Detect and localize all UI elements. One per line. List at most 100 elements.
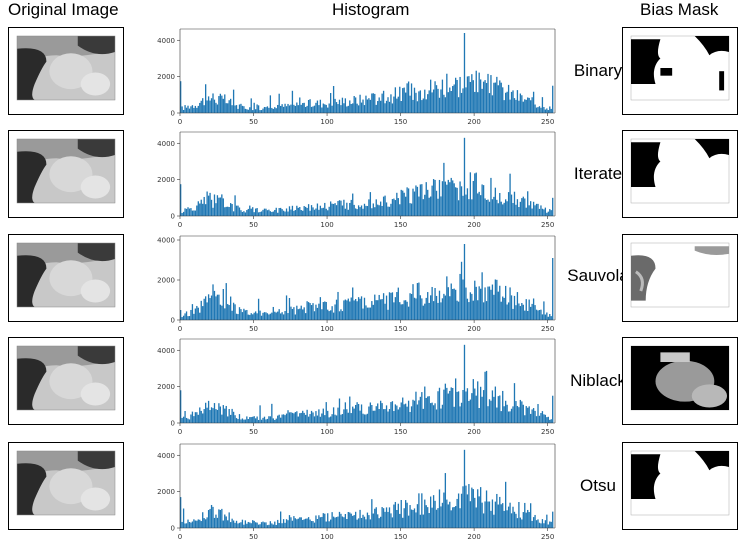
histogram-bar [444, 181, 447, 216]
histogram-bar [481, 396, 483, 423]
histogram-bar [391, 401, 394, 423]
histogram-bar [316, 307, 319, 320]
histogram-bar [374, 93, 376, 113]
histogram-bar [430, 196, 432, 216]
histogram-bar [188, 316, 191, 320]
histogram-bar [316, 519, 319, 528]
histogram-bar [235, 418, 238, 423]
histogram-bar [212, 284, 214, 320]
histogram-bar [365, 305, 367, 320]
histogram-bar [421, 493, 423, 528]
histogram-bar [306, 207, 308, 216]
histogram-bar [319, 416, 322, 423]
histogram-bar [491, 199, 494, 216]
histogram-bar [313, 209, 316, 216]
histogram-bar [412, 99, 414, 113]
histogram-bar [250, 417, 252, 423]
histogram-bar [496, 493, 498, 528]
histogram-bar [522, 196, 524, 216]
x-tick-label: 0 [178, 428, 182, 436]
histogram-bar [353, 515, 355, 528]
histogram-bar [466, 188, 469, 216]
histogram-bar [331, 414, 333, 423]
histogram-bar [353, 204, 355, 216]
histogram-bar [225, 516, 227, 528]
histogram-bar [435, 409, 438, 423]
histogram-bar [234, 195, 236, 216]
histogram-bar [366, 99, 369, 113]
histogram-bar [547, 416, 549, 423]
histogram-bar [227, 520, 229, 528]
histogram-bar [438, 290, 441, 320]
histogram-bar [209, 298, 211, 320]
histogram-bar [235, 205, 238, 216]
histogram-bar [313, 311, 316, 320]
histogram-bar [546, 108, 548, 113]
histogram-bar [312, 303, 314, 320]
histogram-bar [302, 309, 304, 320]
histogram-bar [181, 213, 183, 216]
histogram-bar [435, 295, 438, 320]
histogram-bar [203, 409, 205, 423]
histogram-bar [535, 203, 538, 216]
histogram-bar [255, 208, 257, 216]
histogram-bar [249, 522, 251, 528]
histogram-bar [228, 100, 230, 113]
histogram-bar [318, 209, 320, 216]
histogram-bar [384, 409, 386, 423]
histogram-bar [352, 287, 354, 320]
histogram-bar [325, 301, 327, 320]
histogram-bar [362, 208, 364, 216]
histogram-bar [281, 209, 283, 216]
histogram-bar [324, 301, 326, 320]
histogram-bar [231, 105, 233, 113]
histogram-bar [296, 205, 298, 216]
histogram-bar [232, 211, 235, 216]
histogram-bar [194, 105, 197, 113]
y-tick-label: 0 [171, 110, 175, 118]
histogram-bar [337, 104, 339, 113]
histogram-bar [477, 300, 479, 320]
histogram-bar [360, 517, 363, 528]
histogram-bar [234, 522, 236, 528]
histogram-bar [299, 207, 301, 216]
histogram-bar [515, 99, 517, 113]
histogram-bar [424, 194, 426, 216]
histogram-bar [530, 100, 532, 113]
histogram-bar [331, 512, 333, 528]
histogram-bar [513, 511, 516, 528]
histogram-bar [505, 92, 507, 113]
method-label: Otsu [580, 476, 616, 495]
histogram-bar [284, 522, 286, 528]
histogram-bar [544, 314, 547, 320]
histogram-bar [406, 187, 408, 216]
histogram-bar [499, 496, 501, 528]
x-tick-label: 150 [394, 221, 407, 229]
histogram-bar [309, 99, 311, 113]
histogram-bar [449, 182, 451, 216]
histogram-bar [477, 193, 479, 216]
histogram-bar [212, 408, 214, 423]
histogram-bar [191, 304, 194, 320]
histogram-bar [271, 312, 273, 320]
histogram-bar [265, 522, 267, 528]
histogram-bar [219, 304, 222, 320]
histogram-bar [441, 502, 444, 528]
histogram-bar [419, 295, 422, 320]
histogram-bar [419, 396, 422, 423]
histogram-bar [460, 92, 463, 113]
histogram-bar [549, 419, 551, 423]
histogram-bar [450, 510, 452, 528]
histogram-bar [453, 288, 455, 320]
histogram-bar [384, 103, 386, 113]
histogram-bar [475, 172, 477, 216]
histogram-bar [490, 289, 492, 320]
histogram-bar [549, 521, 551, 528]
histogram-bar [347, 105, 349, 113]
histogram-bar [181, 317, 183, 320]
histogram-bar [418, 282, 420, 320]
histogram-bar [382, 293, 385, 320]
histogram-bar [274, 209, 276, 216]
histogram-bar [537, 203, 539, 216]
histogram-bar [518, 100, 520, 113]
